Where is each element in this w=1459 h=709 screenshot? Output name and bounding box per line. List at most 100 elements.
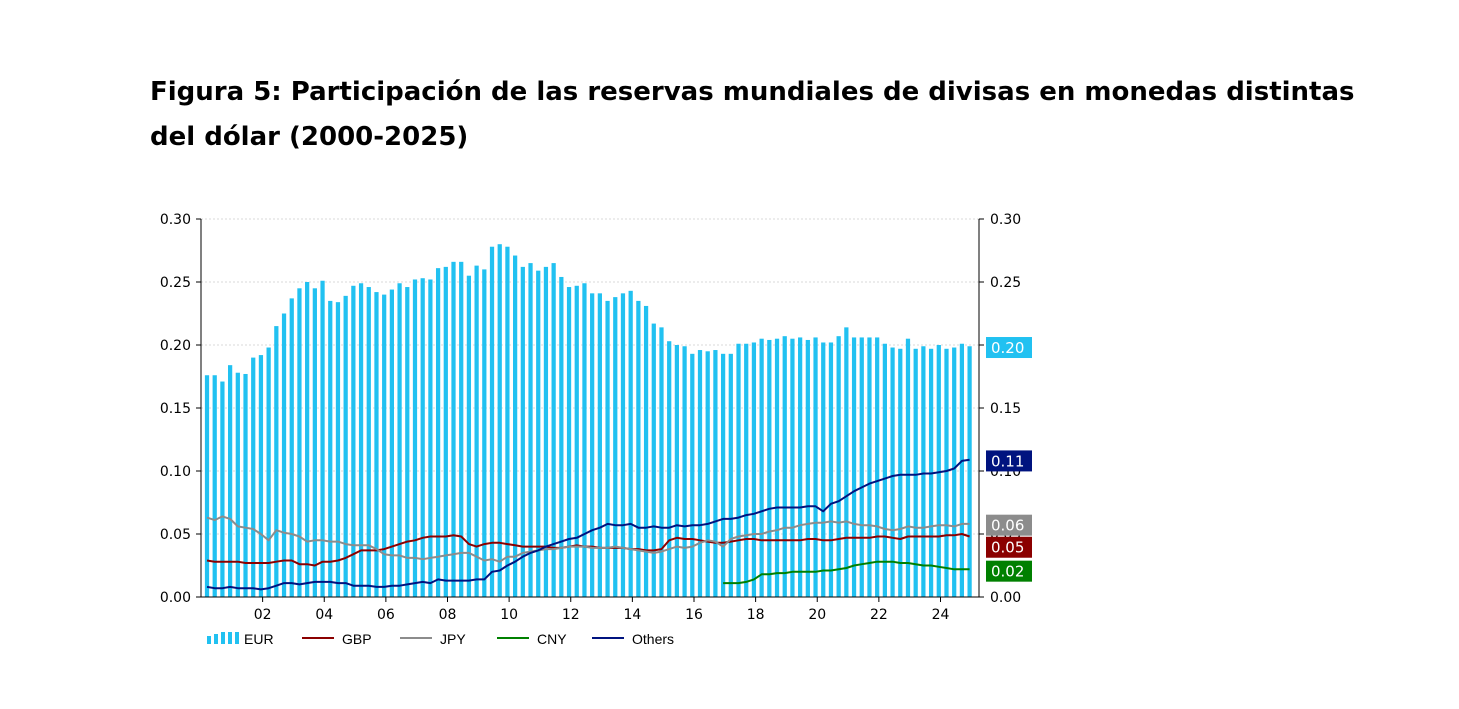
eur-bar [697,350,703,597]
eur-bar [844,327,849,597]
eur-bar [443,266,448,597]
y-tick-label-left: 0.15 [160,401,191,417]
eur-bar [474,265,479,597]
others-value-badge [986,450,1032,472]
eur-bar [243,373,248,597]
eur-bar [297,288,302,597]
eur-bar [305,282,310,597]
value-badges: 0.20 0.05 0.06 0.02 0.11 [986,337,1032,582]
eur-bar [890,347,895,597]
legend-swatch-eur [235,632,239,644]
eur-bar [798,337,803,597]
x-tick-label: 18 [747,607,765,623]
y-tick-label-right: 0.25 [990,275,1021,291]
legend-label-others: Others [632,631,674,647]
eur-bar [204,375,210,597]
others-line [206,458,970,591]
eur-bar [251,357,256,597]
eur-bar [828,342,834,597]
eur-bar [805,339,810,597]
eur-bar [967,346,972,597]
eur-bar [420,278,425,597]
eur-bar [774,338,780,597]
eur-bar [428,279,433,597]
eur-bar [551,263,556,597]
eur-bar [266,347,271,597]
eur-bar [343,295,348,597]
y-tick-label-left: 0.30 [160,212,191,228]
eur-bar [836,336,841,597]
legend-swatch-eur [207,636,211,644]
eur-bar [412,279,418,597]
x-tick-label: 20 [808,607,826,623]
jpy-value-badge-text: 0.06 [991,517,1024,535]
eur-bar [790,338,795,597]
eur-bar [351,285,356,597]
y-tick-label-left: 0.05 [160,527,191,543]
eur-bar [813,337,818,597]
eur-bar [281,313,287,597]
x-tick-label: 12 [562,607,580,623]
eur-bar [489,246,495,597]
eur-bar [397,283,402,597]
x-tick-label: 16 [685,607,703,623]
eur-bar [921,346,926,597]
y-tick-label-left: 0.00 [160,590,191,606]
eur-bar [559,276,564,597]
y-tick-label-right: 0.30 [990,212,1021,228]
x-tick-label: 04 [315,607,333,623]
eur-bar [582,283,587,597]
eur-bar [574,285,579,597]
eur-bar [597,293,602,597]
legend-label-gbp: GBP [342,631,372,647]
eur-bar [628,290,633,597]
eur-bar [312,288,317,597]
eur-bar [605,300,610,597]
legend-swatch-eur [228,632,232,644]
eur-bar [374,292,379,597]
y-tick-label-left: 0.25 [160,275,191,291]
y-tick-label-right: 0.00 [990,590,1021,606]
eur-bar [651,323,656,597]
cny-value-badge [986,560,1032,582]
eur-bar [366,287,371,597]
eur-bar [705,351,710,597]
eur-bar [274,326,279,597]
eur-bar [320,280,325,597]
x-tick-label: 10 [500,607,518,623]
eur-bar [643,305,649,597]
eur-bar [720,353,726,597]
eur-bar [851,337,857,597]
eur-bar [898,348,903,597]
x-tick-label: 08 [439,607,457,623]
x-tick-label: 14 [623,607,641,623]
eur-bar [952,347,957,597]
eur-bar [936,345,941,597]
eur-bar [620,293,626,597]
eur-bar [782,336,787,597]
eur-bar [659,327,664,597]
eur-bar [682,346,687,597]
jpy-value-badge [986,514,1032,536]
eur-bar [382,294,387,597]
eur-bar [466,275,472,597]
eur-bar [667,341,672,597]
eur-bar [566,287,572,597]
eur-bar [505,246,510,597]
eur-bar [536,270,541,597]
eur-bar [859,337,864,597]
x-tick-label: 02 [254,607,272,623]
eur-bar [328,300,333,597]
eur-bar [212,375,217,597]
y-tick-label-left: 0.10 [160,464,191,480]
eur-bar [235,372,240,597]
eur-value-badge-text: 0.20 [991,339,1024,357]
eur-bar [867,337,872,597]
cny-value-badge-text: 0.02 [991,563,1024,581]
eur-bar [358,283,364,597]
eur-bar [744,343,749,597]
eur-bar [590,293,595,597]
x-tick-label: 06 [377,607,395,623]
eur-bar [882,343,887,597]
